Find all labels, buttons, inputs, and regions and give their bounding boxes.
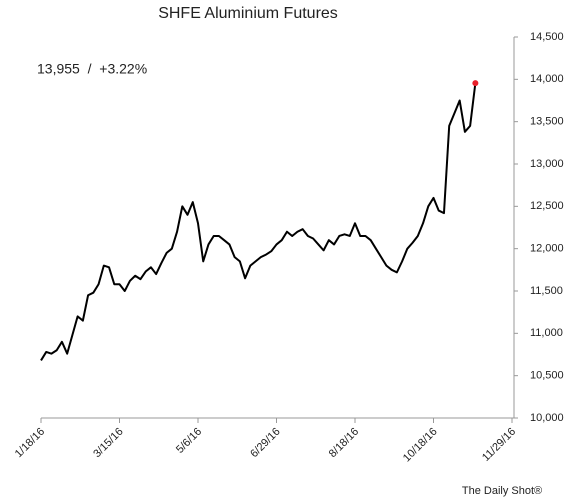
- y-tick-label: 10,000: [530, 412, 564, 424]
- x-tick-label: 10/18/16: [401, 426, 440, 465]
- x-tick-label: 6/29/16: [248, 426, 282, 460]
- x-tick-label: 8/18/16: [327, 426, 361, 460]
- y-tick-label: 12,000: [530, 243, 564, 255]
- y-tick-label: 11,000: [530, 327, 563, 339]
- x-tick-label: 3/15/16: [91, 426, 125, 460]
- y-tick-label: 14,500: [530, 31, 564, 43]
- chart-title: SHFE Aluminium Futures: [158, 5, 338, 22]
- annotation: 13,955 / +3.22%: [37, 61, 147, 77]
- source: The Daily Shot®: [462, 485, 542, 497]
- y-tick-label: 13,000: [530, 158, 564, 170]
- y-tick-label: 14,000: [530, 73, 564, 85]
- x-tick-label: 5/6/16: [174, 426, 204, 456]
- y-tick-label: 11,500: [530, 285, 563, 297]
- y-tick-label: 13,500: [530, 116, 564, 128]
- last-point: [472, 80, 479, 87]
- price-line: [40, 83, 477, 361]
- x-tick-label: 11/29/16: [480, 426, 518, 464]
- y-tick-label: 12,500: [530, 200, 564, 212]
- y-tick-label: 10,500: [530, 370, 564, 382]
- x-tick-label: 1/18/16: [13, 426, 47, 460]
